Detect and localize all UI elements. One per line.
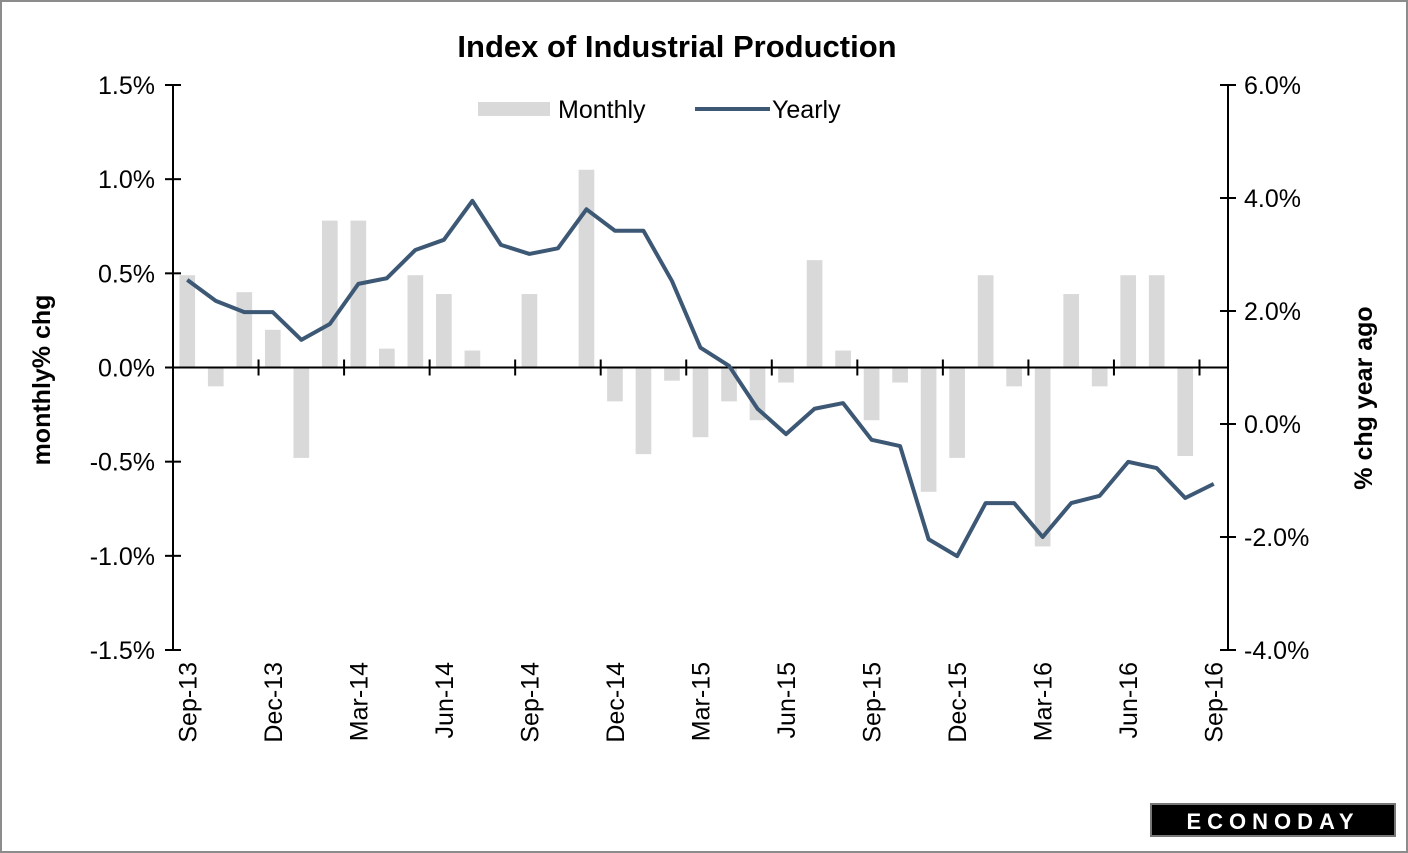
x-tick-label: Dec-14 [602,662,630,743]
monthly-bar [521,294,538,368]
legend: Monthly Yearly [478,96,841,124]
x-tick-label: Mar-14 [345,662,373,741]
monthly-bar [664,367,680,381]
yearly-line-group [186,198,1215,559]
x-tick-label: Dec-15 [944,662,972,743]
monthly-bar [379,348,395,368]
monthly-bar [863,367,880,421]
monthly-bar [977,275,994,368]
monthly-bar [1091,367,1108,387]
monthly-bar [607,367,623,402]
left-tick-label: 1.0% [98,166,155,194]
right-tick-label: 0.0% [1244,411,1301,439]
left-tick-label: -1.5% [90,637,155,665]
left-axis-title: monthly% chg [28,295,56,466]
x-tick-label: Mar-15 [688,662,716,741]
monthly-bar [407,275,424,368]
x-tick-label: Mar-16 [1030,662,1058,741]
monthly-bars [179,169,1194,547]
left-tick-label: 0.5% [98,260,155,288]
monthly-bar [920,367,937,492]
x-tick-label: Jun-14 [431,662,459,739]
econoday-logo: ECONODAY [1150,803,1396,837]
monthly-bar [1006,367,1022,387]
monthly-bar [350,220,367,368]
monthly-bar [778,367,794,383]
monthly-bar [635,367,652,455]
monthly-bar [321,220,338,368]
monthly-bar [1120,275,1137,368]
x-tick-label: Dec-13 [260,662,288,743]
x-tick-label: Sep-14 [516,662,544,743]
left-tick-label: -1.0% [90,543,155,571]
monthly-bar [692,367,709,438]
x-tick-label: Sep-16 [1201,662,1229,743]
monthly-bar [436,294,452,368]
monthly-bar [1148,275,1165,368]
right-tick-label: -2.0% [1244,524,1309,552]
right-tick-label: 4.0% [1244,185,1301,213]
monthly-bar [1177,367,1194,457]
monthly-bar [293,367,310,458]
right-tick-label: 6.0% [1244,72,1301,100]
monthly-bar [1063,294,1080,368]
monthly-bar [207,367,224,387]
monthly-bar [806,260,823,368]
left-tick-label: -0.5% [90,449,155,477]
x-tick-label: Jun-15 [773,662,801,738]
monthly-bar [179,275,196,368]
x-tick-label: Sep-15 [859,662,887,743]
right-tick-label: 2.0% [1244,298,1301,326]
legend-swatch-monthly [478,102,550,116]
monthly-bar [1034,367,1051,547]
monthly-bar [236,292,253,368]
x-tick-label: Sep-13 [174,662,202,743]
right-axis-title: % chg year ago [1350,306,1378,489]
axes: -1.5% -1.0% -0.5% 0.0% 0.5% 1.0% 1.5% -4.0% -2.0… [90,72,1310,743]
monthly-bar [749,367,766,421]
x-tick-label: Jun-16 [1115,662,1143,738]
legend-label-yearly: Yearly [772,96,841,124]
monthly-bar [949,367,965,458]
monthly-bar [835,350,851,368]
chart-title: Index of Industrial Production [457,29,896,64]
legend-label-monthly: Monthly [558,96,646,124]
monthly-bar [578,169,595,368]
monthly-bar [464,350,481,368]
monthly-bar [721,367,737,402]
monthly-bar [892,367,908,383]
right-tick-label: -4.0% [1244,637,1309,665]
left-tick-label: 1.5% [98,72,155,100]
monthly-bar [264,329,281,368]
left-tick-label: 0.0% [98,355,155,383]
